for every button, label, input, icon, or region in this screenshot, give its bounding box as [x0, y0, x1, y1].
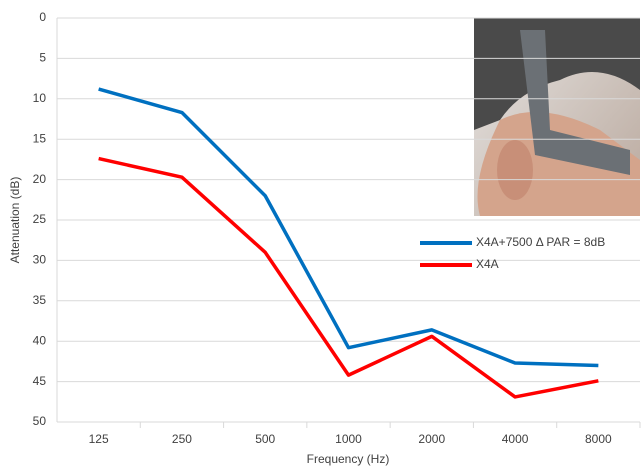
y-tick-label: 30 — [33, 253, 47, 267]
photo-inset — [474, 18, 640, 216]
x-axis-label: Frequency (Hz) — [307, 452, 390, 466]
x-tick-label: 4000 — [502, 432, 529, 446]
y-tick-label: 20 — [33, 172, 47, 186]
series-line — [98, 156, 599, 399]
x-tick-label: 8000 — [585, 432, 612, 446]
y-tick-label: 25 — [33, 212, 47, 226]
y-tick-label: 10 — [33, 91, 47, 105]
series-line — [98, 87, 599, 368]
y-tick-label: 15 — [33, 131, 47, 145]
x-tick-label: 250 — [172, 432, 192, 446]
x-tick-label: 125 — [89, 432, 109, 446]
y-axis-label: Attenuation (dB) — [8, 177, 22, 264]
y-tick-label: 0 — [39, 10, 46, 24]
x-tick-label: 1000 — [335, 432, 362, 446]
y-tick-label: 35 — [33, 293, 47, 307]
y-tick-label: 45 — [33, 374, 47, 388]
y-tick-label: 50 — [33, 414, 47, 428]
x-tick-label: 2000 — [418, 432, 445, 446]
legend-label: X4A — [476, 257, 499, 271]
y-tick-label: 5 — [39, 51, 46, 65]
legend-label: X4A+7500 Δ PAR = 8dB — [476, 235, 605, 249]
y-tick-label: 40 — [33, 333, 47, 347]
x-tick-label: 500 — [255, 432, 275, 446]
